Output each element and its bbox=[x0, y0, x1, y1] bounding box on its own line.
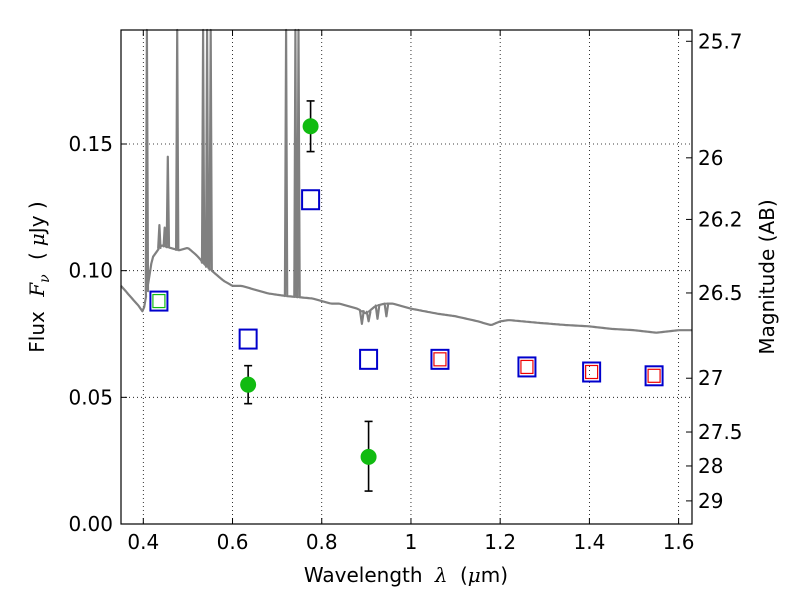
inner-square bbox=[585, 364, 599, 380]
x-axis-title-unit-mu: μ bbox=[468, 563, 481, 587]
y2-tick-label: 26.5 bbox=[698, 281, 743, 305]
x-axis-title: Wavelength λ (μm) bbox=[304, 563, 508, 587]
x-tick-label: 1 bbox=[405, 530, 418, 554]
y-tick-label: 0.10 bbox=[68, 259, 113, 283]
x-axis-title-unit-rest: m) bbox=[481, 563, 508, 587]
x-tick-label: 1.2 bbox=[484, 530, 516, 554]
y2-tick-label: 25.7 bbox=[698, 29, 743, 53]
y2-tick-label: 27.5 bbox=[698, 420, 743, 444]
x-axis-title-symbol: λ bbox=[434, 563, 448, 587]
y2-axis-title: Magnitude (AB) bbox=[755, 199, 779, 354]
model-square bbox=[149, 290, 169, 312]
y2-tick-label: 28 bbox=[698, 454, 723, 478]
y-axis-title-prefix: Flux bbox=[25, 311, 49, 353]
x-tick-label: 0.6 bbox=[217, 530, 249, 554]
inner-square bbox=[647, 368, 661, 383]
y-tick-label: 0.05 bbox=[68, 385, 113, 409]
inner-square bbox=[433, 352, 447, 367]
inner-square bbox=[520, 359, 534, 375]
y-axis-title-unit-mu: μ bbox=[25, 233, 49, 246]
model-square bbox=[644, 365, 664, 387]
y-axis-title-unit-rest: Jy ) bbox=[25, 201, 49, 235]
x-tick-label: 0.8 bbox=[306, 530, 338, 554]
x-tick-label: 1.6 bbox=[663, 530, 695, 554]
axis-ticks: 0.4 0.6 0.8 1 1.2 1.4 1.6 0.00 0.05 0.10 0.15 25.7 2… bbox=[68, 29, 742, 554]
y-axis-title-symbol: F bbox=[25, 282, 49, 298]
y-tick-label: 0.15 bbox=[68, 132, 113, 156]
y-tick-label: 0.00 bbox=[68, 512, 113, 536]
x-tick-label: 0.4 bbox=[127, 530, 159, 554]
x-tick-label: 1.4 bbox=[573, 530, 605, 554]
y2-tick-label: 26 bbox=[698, 146, 723, 170]
observed-point bbox=[302, 118, 319, 135]
y-axis-title: Flux Fν ( μJy ) bbox=[25, 201, 54, 352]
model-square bbox=[359, 348, 379, 370]
observed-point bbox=[240, 376, 257, 393]
plot-frame bbox=[120, 29, 693, 525]
y2-tick-label: 29 bbox=[698, 489, 723, 513]
x-axis-title-unit-open: ( bbox=[460, 563, 468, 587]
model-square bbox=[430, 348, 450, 370]
y2-tick-label: 27 bbox=[698, 366, 723, 390]
model-square bbox=[517, 356, 537, 378]
x-axis-title-prefix: Wavelength bbox=[304, 563, 423, 587]
model-square bbox=[301, 189, 321, 211]
observed-point bbox=[360, 448, 377, 465]
model-square bbox=[238, 328, 258, 350]
y-axis-title-unit-open: ( bbox=[25, 252, 49, 260]
data-markers bbox=[149, 100, 664, 492]
sed-model-curve bbox=[120, 28, 692, 334]
y-axis-title-subscript: ν bbox=[37, 274, 53, 283]
sed-model-line bbox=[120, 28, 692, 334]
inner-square bbox=[152, 293, 166, 309]
y2-tick-label: 26.2 bbox=[698, 207, 743, 231]
model-square bbox=[582, 361, 602, 383]
